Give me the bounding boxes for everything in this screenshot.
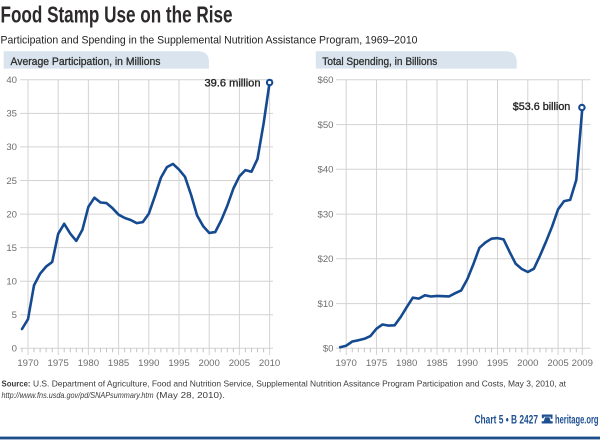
svg-text:2000: 2000: [517, 358, 538, 369]
svg-text:1980: 1980: [396, 358, 417, 369]
svg-text:15: 15: [6, 243, 17, 254]
svg-text:$50: $50: [317, 120, 333, 131]
svg-text:Participation and Spending in: Participation and Spending in the Supple…: [1, 35, 418, 47]
svg-text:2000: 2000: [199, 358, 220, 369]
svg-text:39.6 million: 39.6 million: [205, 77, 261, 89]
svg-text:2005: 2005: [229, 358, 250, 369]
svg-text:Chart 5 • B 2427: Chart 5 • B 2427: [475, 413, 539, 426]
svg-text:25: 25: [6, 176, 17, 187]
svg-text:Average Participation, in Mill: Average Participation, in Millions: [11, 56, 161, 68]
svg-text:1995: 1995: [487, 358, 508, 369]
svg-text:$60: $60: [317, 75, 333, 86]
svg-text:1990: 1990: [457, 358, 478, 369]
svg-text:$20: $20: [317, 254, 333, 265]
svg-text:http://www.fns.usda.gov/pd/SNA: http://www.fns.usda.gov/pd/SNAPsummary.h…: [2, 390, 154, 400]
svg-text:1985: 1985: [108, 358, 129, 369]
svg-text:30: 30: [6, 142, 17, 153]
svg-text:1990: 1990: [138, 358, 159, 369]
svg-text:1975: 1975: [366, 358, 387, 369]
svg-text:1985: 1985: [426, 358, 447, 369]
svg-text:$30: $30: [317, 209, 333, 220]
svg-text:10: 10: [6, 277, 17, 288]
svg-text:(May 28, 2010).: (May 28, 2010).: [156, 390, 225, 400]
svg-text:5: 5: [12, 310, 17, 321]
svg-text:1995: 1995: [168, 358, 189, 369]
svg-text:2009: 2009: [572, 358, 593, 369]
svg-text:20: 20: [6, 209, 17, 220]
svg-text:1975: 1975: [48, 358, 69, 369]
svg-text:0: 0: [12, 344, 17, 355]
svg-text:$40: $40: [317, 165, 333, 176]
svg-text:1970: 1970: [17, 358, 38, 369]
svg-text:35: 35: [6, 109, 17, 120]
svg-text:Total Spending, in Billions: Total Spending, in Billions: [322, 56, 437, 68]
svg-text:2010: 2010: [259, 358, 280, 369]
svg-text:2005: 2005: [547, 358, 568, 369]
svg-text:U.S. Department of Agriculture: U.S. Department of Agriculture, Food and…: [33, 379, 567, 389]
svg-text:$0: $0: [323, 344, 334, 355]
svg-text:Source:: Source:: [2, 379, 31, 389]
svg-text:1970: 1970: [336, 358, 357, 369]
svg-text:$10: $10: [317, 299, 333, 310]
svg-text:40: 40: [6, 75, 17, 86]
svg-text:Food Stamp Use on the Rise: Food Stamp Use on the Rise: [1, 2, 233, 28]
svg-text:1980: 1980: [78, 358, 99, 369]
svg-text:heritage.org: heritage.org: [555, 413, 599, 426]
svg-text:$53.6 billion: $53.6 billion: [513, 101, 571, 113]
